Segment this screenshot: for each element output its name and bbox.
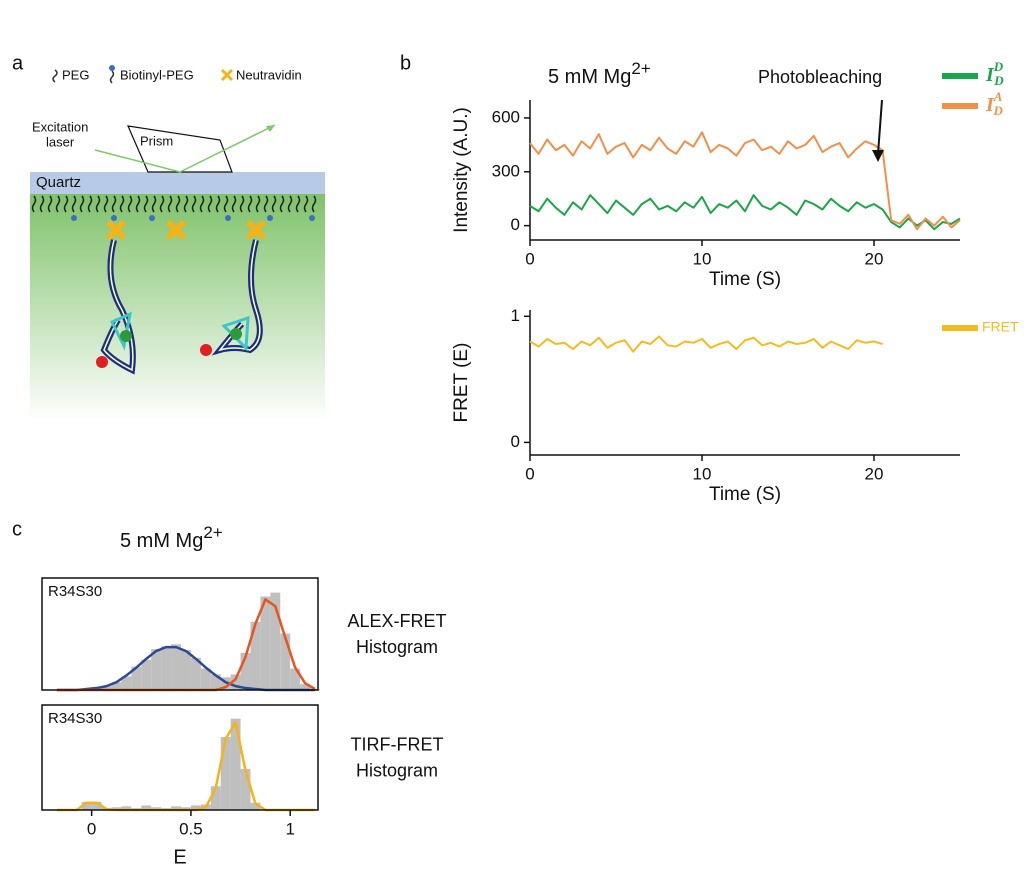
bar [180,650,191,690]
chart-title: 5 mM Mg2+ [120,523,223,552]
prism-label: Prism [140,133,173,148]
bar [161,646,172,690]
plot-frame [41,704,319,811]
legend-text: Biotinyl-PEG [120,67,194,82]
series-line [529,335,883,353]
laser-label: Excitation [32,119,88,134]
y-tick-label: 1 [511,306,520,325]
x-tick-label: 10 [693,464,712,483]
bar [91,801,102,810]
quartz-label: Quartz [36,174,81,191]
schematic: PEG Biotinyl-PEG Neutravidin Quartz Pris… [30,65,325,422]
x-axis-label: Time (S) [709,484,781,505]
bar [280,633,291,690]
side-label: Histogram [356,760,438,780]
y-axis-label: FRET (E) [451,343,472,423]
legend-text: Neutravidin [236,67,302,82]
bar [220,677,231,690]
panel-label: c [12,518,22,540]
x-tick-label: 20 [865,249,884,268]
annotation-arrow [877,99,883,155]
bar [190,657,201,690]
legend-sup: A [993,89,1003,104]
panel-label: a [12,52,24,74]
annotation: Photobleaching [758,67,882,87]
series-line [529,131,961,231]
bar [121,806,132,810]
y-tick-label: 300 [492,161,520,180]
panel-label: b [400,52,411,74]
x-tick-label: 0.5 [179,819,203,838]
title-sup: 2+ [631,59,650,78]
chart-title: 5 mM Mg2+ [548,59,651,88]
legend-text: PEG [62,67,89,82]
x-tick-label: 1 [285,819,294,838]
bar [210,786,221,810]
bar [190,805,201,810]
bar [101,686,112,690]
x-axis-label: Time (S) [709,269,781,290]
y-axis-label: Intensity (A.U.) [451,107,472,233]
legend-sub: D [992,103,1003,118]
bar [240,652,251,690]
plot-frame [41,577,319,691]
bar [240,768,251,810]
legend-sup: D [993,59,1004,74]
bar [230,674,241,690]
bar [300,684,311,690]
legend-main: I [985,64,995,86]
fit-curve [56,721,316,812]
side-label: ALEX-FRET [347,611,446,631]
x-tick-label: 0 [525,249,534,268]
bar [151,807,162,810]
y-tick-label: 0 [511,215,520,234]
series-line [529,194,961,231]
legend-label: FRET [982,319,1019,335]
bar [290,668,301,690]
title-text: 5 mM Mg [548,66,631,88]
bar [151,649,162,690]
bar [250,802,261,810]
bar [121,676,132,690]
side-label: Histogram [356,637,438,657]
laser-label: laser [46,134,75,149]
corner-label: R34S30 [48,583,102,600]
legend-main: I [985,94,995,116]
bar [220,736,231,810]
bar [270,592,281,690]
corner-label: R34S30 [48,710,102,727]
bar [171,806,181,810]
bar [171,644,181,690]
legend-label: IA D [985,89,1003,118]
legend-label: ID D [985,59,1004,88]
legend-sub: D [993,73,1004,88]
bar [180,807,191,810]
annotation-arrowhead [872,150,884,162]
bar [200,668,211,690]
bar [111,807,122,810]
x-tick-label: 10 [693,249,712,268]
x-axis-label: E [173,846,186,868]
bar [230,718,241,810]
bar [111,682,122,690]
bar [131,666,142,690]
y-tick-label: 0 [511,432,520,451]
bar [250,621,261,690]
side-label: TIRF-FRET [351,734,444,754]
title-sup: 2+ [203,523,222,542]
bar [141,659,152,690]
bar [81,801,92,810]
bar [210,674,221,690]
y-tick-label: 600 [492,107,520,126]
bar [141,805,152,810]
bar [260,596,271,690]
title-text: 5 mM Mg [120,530,203,552]
x-tick-label: 20 [865,464,884,483]
x-tick-label: 0 [525,464,534,483]
x-tick-label: 0 [87,819,96,838]
